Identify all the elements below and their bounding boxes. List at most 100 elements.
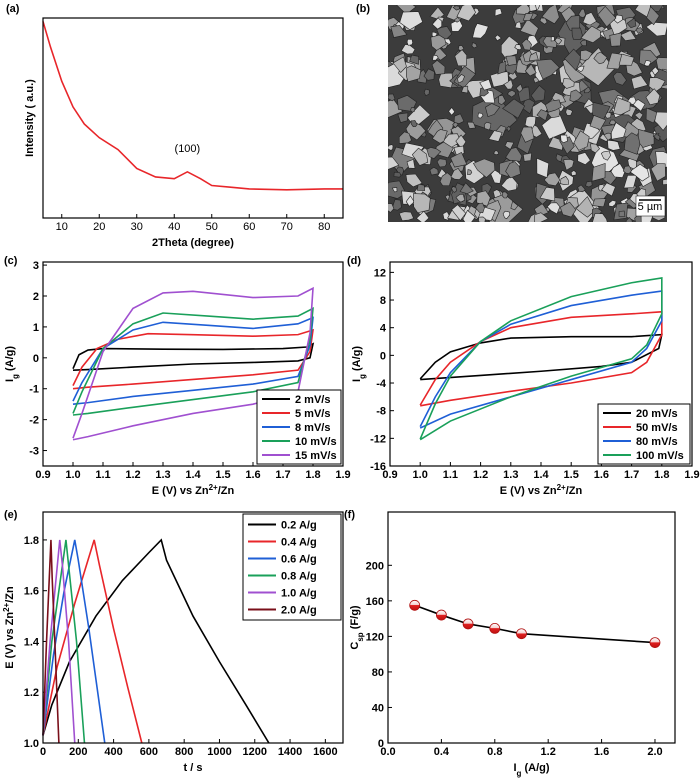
y-tick-label: 120: [366, 631, 384, 643]
sem-grain: [571, 27, 583, 41]
sem-grain: [504, 141, 515, 150]
sem-grain: [546, 202, 561, 215]
sem-grain: [431, 129, 448, 144]
sem-grain: [646, 5, 660, 26]
sem-grain: [423, 88, 430, 96]
data-point: [462, 618, 474, 630]
sem-grain: [524, 63, 537, 77]
y-tick-label: 0: [380, 350, 386, 362]
plot-frame: [387, 511, 676, 744]
sem-grain: [498, 94, 506, 106]
x-tick-label: 1.8: [654, 469, 669, 481]
sem-grain: [416, 210, 430, 222]
sem-grain: [405, 65, 422, 83]
legend-label: 20 mV/s: [636, 408, 678, 420]
x-tick-label: 1.3: [155, 469, 170, 481]
legend-box: [242, 513, 342, 621]
sem-grain: [634, 27, 644, 34]
label-part: (F/g): [349, 605, 361, 632]
sem-grain: [623, 132, 641, 155]
sem-grain: [510, 200, 519, 211]
sem-grain: [397, 112, 409, 123]
axis-label: Ig (A/g): [4, 346, 20, 382]
sem-grain: [577, 152, 591, 166]
sem-grain: [455, 193, 466, 203]
sem-grain: [388, 60, 394, 68]
sem-grain: [483, 121, 492, 131]
sem-grain: [585, 180, 593, 188]
sem-grain: [405, 173, 423, 188]
y-tick-label: 1.6: [24, 586, 39, 598]
sem-grain: [472, 23, 489, 39]
sem-grain: [429, 166, 439, 176]
sem-grain: [643, 60, 652, 67]
sem-image: [388, 5, 667, 222]
sem-grain: [640, 215, 654, 222]
sem-grain: [451, 204, 467, 222]
sem-grain: [477, 112, 484, 119]
sem-grain: [654, 111, 667, 131]
sem-grain: [391, 199, 402, 211]
y-tick-label: 1.0: [24, 738, 39, 750]
sem-grain: [620, 30, 637, 42]
sem-grain: [592, 213, 608, 222]
plot-frame: [389, 261, 693, 467]
sem-grain: [570, 170, 577, 176]
legend-label: 80 mV/s: [636, 436, 678, 448]
axis-label: Ig (A/g): [513, 762, 549, 778]
sem-grain: [650, 163, 666, 182]
x-tick-label: 1.7: [275, 469, 290, 481]
sem-grain: [536, 109, 549, 122]
sem-grain: [450, 151, 468, 168]
sem-grain: [398, 211, 415, 222]
sem-grain: [494, 8, 503, 17]
sem-grain: [505, 161, 521, 179]
sem-grain: [559, 175, 569, 186]
sem-grain: [410, 107, 416, 113]
x-tick-label: 0.0: [380, 746, 395, 758]
sem-grain: [554, 37, 563, 45]
legend-label: 0.2 A/g: [281, 520, 317, 532]
x-tick-label: 0.9: [382, 469, 397, 481]
sem-grain: [662, 178, 667, 186]
axis-label: E (V) vs Zn2+/Zn: [2, 586, 17, 669]
x-tick-label: 0.9: [35, 469, 50, 481]
y-tick-label: 4: [380, 323, 387, 335]
legend-label: 8 mV/s: [295, 422, 330, 434]
sem-grain: [610, 122, 627, 140]
y-tick-label: 1.8: [24, 535, 39, 547]
sem-grain: [651, 66, 660, 76]
x-tick-label: 1.1: [95, 469, 110, 481]
sem-grain: [388, 93, 396, 102]
data-line: [72, 306, 314, 416]
sem-grain: [534, 212, 549, 222]
legend-label: 50 mV/s: [636, 422, 678, 434]
sem-grain: [388, 203, 395, 213]
y-tick-label: 0: [33, 353, 39, 365]
axis-label: Ig (A/g): [351, 346, 367, 382]
sem-grain: [577, 184, 586, 193]
x-tick-label: 800: [175, 746, 193, 758]
label-part: E (V) vs Zn: [4, 612, 16, 669]
x-tick-label: 10: [56, 221, 68, 233]
sem-grain: [406, 158, 416, 169]
sem-grain: [431, 17, 443, 30]
panel-label: (d): [347, 255, 361, 267]
x-tick-label: 0.4: [434, 746, 450, 758]
x-tick-label: 0: [40, 746, 46, 758]
x-tick-label: 1600: [313, 746, 337, 758]
label-part: E (V) vs Zn: [500, 485, 557, 497]
sem-grain: [426, 147, 442, 159]
y-tick-label: -1: [29, 384, 39, 396]
x-tick-label: 1.0: [65, 469, 80, 481]
sem-grain: [438, 72, 454, 89]
label-part: C: [349, 642, 361, 650]
x-tick-label: 1.9: [684, 469, 699, 481]
sem-grain: [550, 36, 555, 42]
sem-grain: [541, 5, 560, 25]
x-tick-label: 1.9: [335, 469, 350, 481]
sem-grain: [608, 199, 617, 207]
sem-grain: [514, 21, 522, 29]
sem-grain: [501, 191, 509, 199]
sem-grain: [592, 198, 607, 208]
